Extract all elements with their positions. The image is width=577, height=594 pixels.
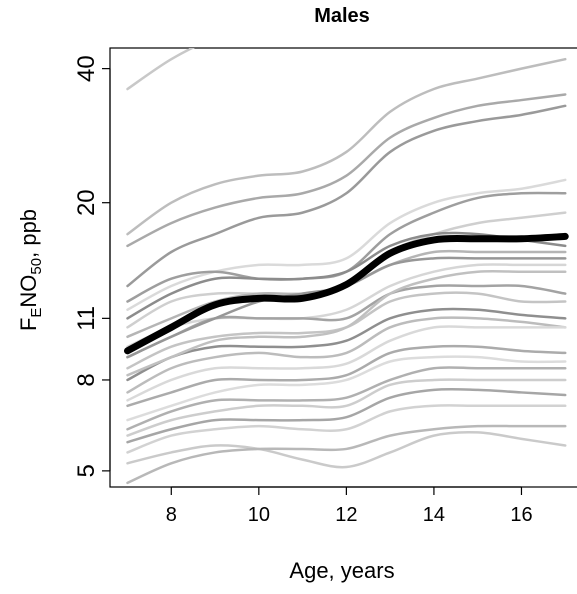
y-tick-label: 5	[73, 464, 100, 477]
subject-line	[126, 269, 567, 377]
subject-line	[126, 355, 567, 422]
y-label-subscript: E	[28, 308, 45, 318]
y-label-part: , ppb	[16, 209, 41, 258]
y-tick-label: 11	[73, 306, 100, 331]
subject-line	[126, 93, 567, 248]
subject-line	[126, 104, 567, 288]
subject-line	[126, 325, 567, 402]
subject-line	[126, 57, 567, 236]
subject-line	[126, 404, 567, 454]
subject-line	[126, 291, 567, 370]
subject-line	[126, 316, 567, 394]
x-tick-label: 12	[335, 504, 357, 526]
chart-title: Males	[314, 5, 370, 27]
subject-line	[126, 307, 567, 382]
subject-line	[126, 430, 567, 469]
y-axis-label: FENO50, ppb	[16, 209, 45, 331]
x-tick-label: 16	[510, 504, 532, 526]
y-label-subscript: 50	[28, 258, 45, 275]
subject-line	[126, 424, 567, 485]
x-tick-label: 10	[248, 504, 270, 526]
y-label-part: F	[16, 318, 41, 331]
x-axis-label: Age, years	[289, 558, 394, 583]
mean-line	[124, 232, 569, 355]
y-tick-label: 20	[73, 189, 100, 216]
subject-line	[126, 366, 567, 431]
subject-line	[126, 263, 567, 348]
y-tick-label: 8	[73, 373, 100, 386]
subject-line	[126, 344, 567, 408]
subject-line	[126, 378, 567, 437]
x-tick-label: 14	[423, 504, 445, 526]
lines	[124, 48, 569, 485]
plot-frame	[109, 47, 577, 488]
y-label-part: NO	[16, 275, 41, 308]
x-tick-label: 8	[166, 504, 177, 526]
y-tick-label: 40	[73, 55, 100, 82]
subject-line	[126, 178, 567, 312]
subject-line	[126, 387, 567, 444]
subject-line	[126, 231, 567, 320]
